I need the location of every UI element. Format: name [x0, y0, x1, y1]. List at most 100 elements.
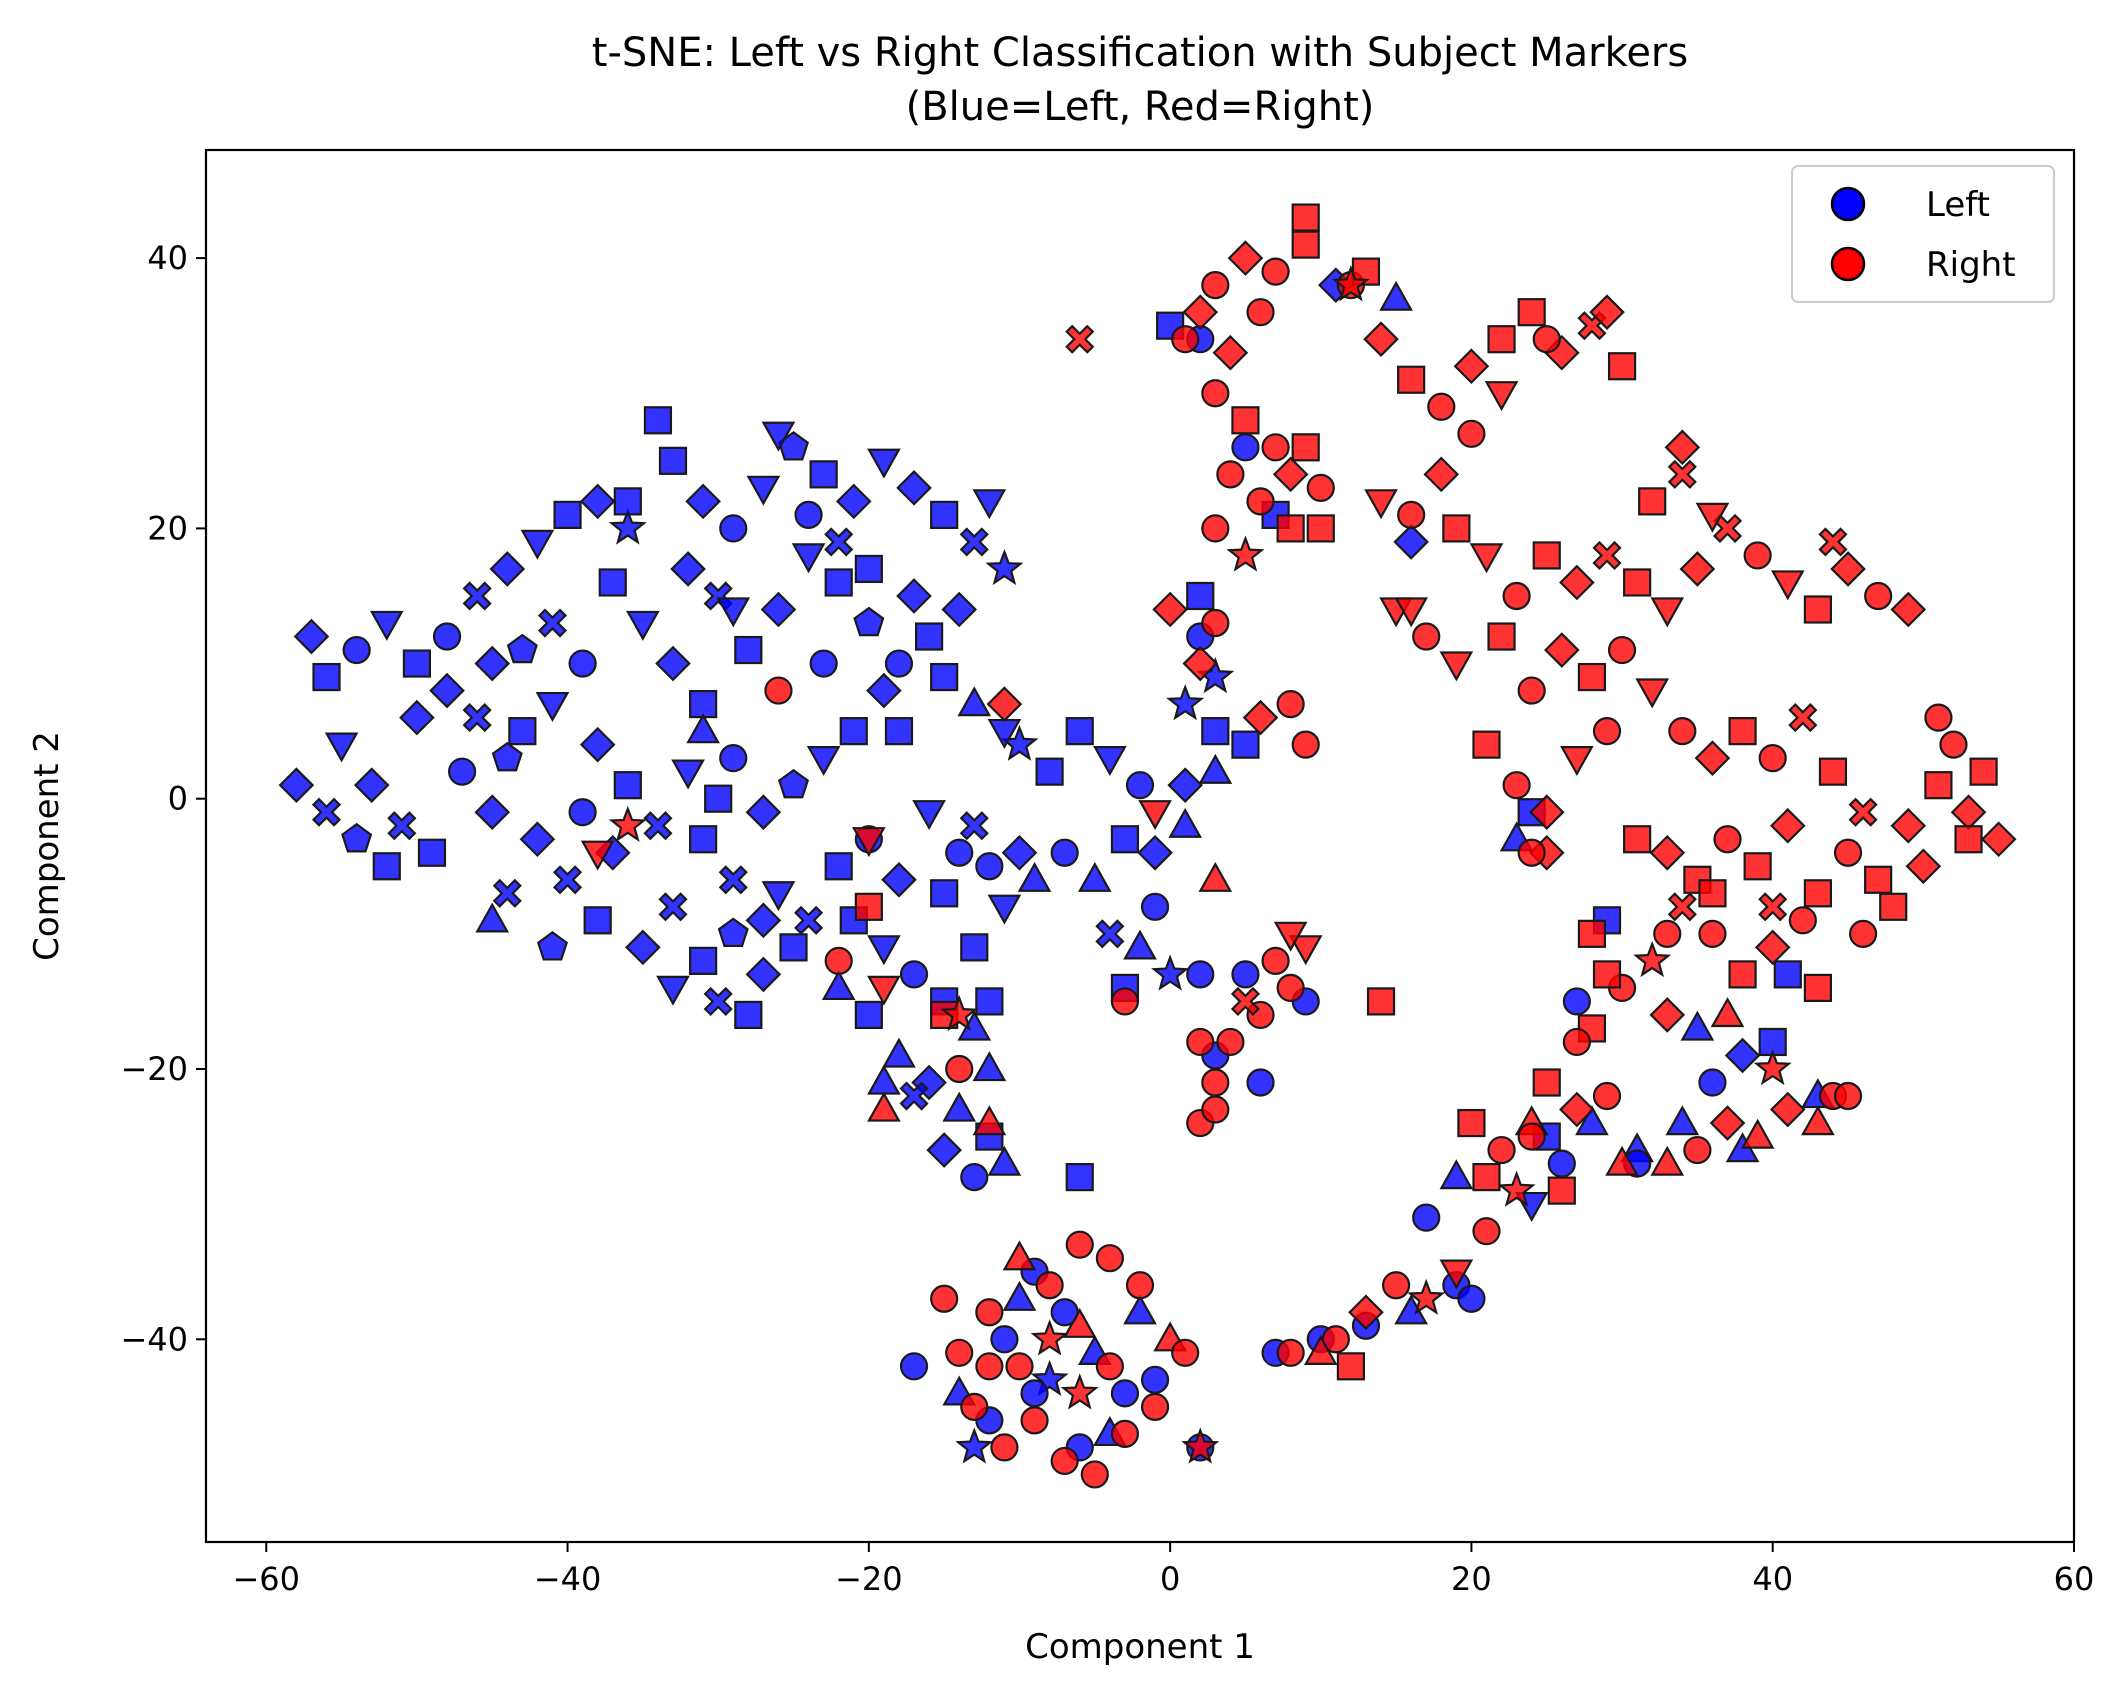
y-tick-label: 20 [147, 509, 188, 547]
point-right-triangle-down [1695, 502, 1730, 533]
point-right-x [1818, 527, 1848, 557]
point-right-square [1803, 879, 1833, 908]
point-left-diamond [1001, 834, 1038, 871]
point-right-diamond [1890, 591, 1927, 628]
plot-frame [204, 148, 2076, 1544]
point-right-circle [1758, 744, 1787, 773]
point-right-star [1497, 1170, 1536, 1207]
point-right-circle [1532, 325, 1561, 354]
point-right-triangle-up [1740, 1118, 1775, 1149]
point-right-star [1753, 1048, 1792, 1086]
point-right-circle [1924, 703, 1953, 732]
point-left-star [1151, 954, 1190, 991]
point-right-triangle-down [1138, 800, 1172, 831]
point-right-triangle-down [867, 975, 901, 1006]
point-right-circle [1261, 433, 1290, 462]
point-left-triangle-down [1093, 746, 1127, 777]
point-right-circle [1095, 1352, 1124, 1381]
point-right-square [1607, 352, 1637, 381]
point-left-triangle-down [746, 475, 781, 506]
point-right-circle [1276, 1338, 1305, 1367]
point-left-circle [568, 649, 597, 678]
point-left-square [598, 568, 627, 597]
point-left-triangle-down [656, 975, 690, 1006]
point-right-triangle-up [1062, 1307, 1097, 1338]
point-left-diamond [1167, 767, 1203, 803]
point-right-circle [1306, 473, 1335, 502]
point-right-circle [1517, 838, 1546, 867]
point-left-pentagon [491, 741, 523, 772]
point-right-circle [1502, 581, 1531, 611]
point-left-triangle-down [912, 800, 946, 831]
point-left-x [311, 797, 342, 827]
legend-marker-right [1830, 246, 1866, 282]
point-left-circle [1186, 960, 1215, 989]
point-right-square [1728, 717, 1757, 746]
point-left-triangle-up [987, 1145, 1022, 1176]
point-right-square [1487, 325, 1516, 354]
point-left-square [734, 635, 763, 665]
point-right-x [1230, 986, 1261, 1016]
point-left-triangle-up [1123, 929, 1157, 960]
point-right-circle [1698, 919, 1727, 948]
point-right-circle [1502, 771, 1531, 800]
point-right-square [1487, 622, 1516, 651]
point-left-x [1095, 919, 1125, 949]
point-left-circle [960, 1163, 989, 1192]
point-right-x [1848, 797, 1878, 827]
point-right-triangle-down [1484, 381, 1519, 412]
point-right-square [1864, 865, 1893, 894]
point-left-square [1065, 1163, 1094, 1192]
point-right-diamond [1363, 321, 1399, 358]
point-right-square [1803, 595, 1833, 624]
point-right-circle [1110, 1419, 1140, 1448]
point-right-square [1336, 1352, 1366, 1381]
point-left-square [884, 717, 914, 746]
point-right-diamond [1905, 848, 1942, 885]
point-left-triangle-down [324, 732, 359, 763]
point-right-diamond [1544, 632, 1580, 668]
y-tick-label: 40 [147, 239, 188, 277]
point-right-triangle-down [1394, 597, 1428, 628]
point-right-diamond [1559, 1091, 1595, 1128]
point-left-star [1166, 684, 1205, 721]
point-left-square [417, 838, 447, 867]
point-right-circle [1246, 298, 1275, 327]
point-right-x [1712, 513, 1743, 543]
point-left-square [960, 933, 989, 962]
point-left-triangle-down [520, 529, 555, 560]
point-left-circle [1412, 1203, 1441, 1232]
point-left-square [583, 906, 612, 935]
point-right-circle [1592, 717, 1622, 746]
point-left-triangle-up [1077, 861, 1112, 892]
point-left-pentagon [778, 768, 810, 799]
point-left-square [312, 662, 341, 692]
point-right-star [1407, 1278, 1446, 1315]
point-right-square [1728, 960, 1757, 989]
point-right-circle [1291, 730, 1320, 759]
point-left-x [492, 878, 522, 908]
point-left-square [1110, 825, 1140, 854]
point-right-square [1969, 757, 1998, 786]
point-left-triangle-up [1198, 753, 1233, 784]
point-right-diamond [1528, 794, 1565, 831]
point-left-circle [719, 744, 748, 773]
point-right-circle [1171, 1338, 1200, 1367]
point-left-circle [990, 1325, 1019, 1354]
point-left-pentagon [341, 822, 373, 853]
point-left-square [658, 446, 688, 475]
point-left-x [824, 527, 854, 557]
point-right-circle [1065, 1230, 1094, 1259]
x-tick-label: −20 [835, 1560, 903, 1598]
point-right-circle [1833, 1081, 1863, 1111]
point-left-diamond [489, 551, 526, 587]
point-left-x [899, 1081, 929, 1111]
point-right-diamond [1453, 348, 1490, 385]
plot-area [206, 150, 2074, 1542]
point-left-triangle-down [369, 610, 404, 641]
y-axis: −40 −20 0 20 40 [120, 239, 206, 1358]
point-right-circle [1095, 1244, 1124, 1273]
point-left-x [794, 905, 824, 935]
point-left-circle [432, 622, 462, 651]
point-right-diamond [1769, 807, 1806, 844]
